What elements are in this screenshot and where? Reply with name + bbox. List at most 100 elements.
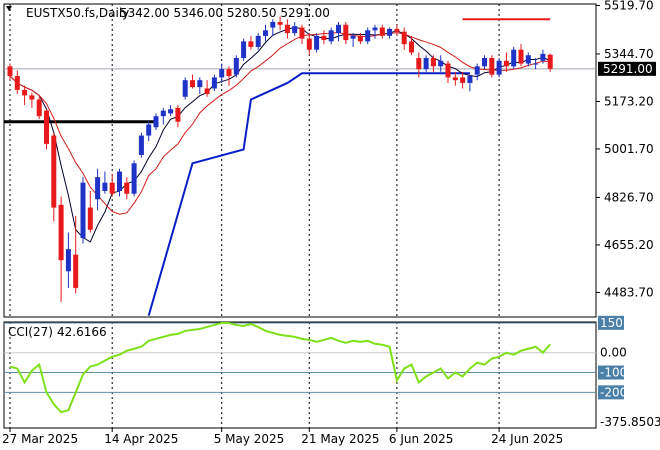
x-tick-label: 14 Apr 2025 [104, 432, 178, 446]
candle [263, 24, 268, 42]
candle [365, 27, 371, 45]
candle [321, 30, 327, 45]
candle-body [160, 110, 166, 117]
candle-body [65, 249, 71, 272]
candle [350, 33, 356, 47]
candle-body [328, 30, 334, 42]
candle [117, 168, 122, 197]
candle-body [357, 35, 363, 42]
candle [80, 177, 86, 244]
candle-body [80, 182, 86, 239]
candle-body [73, 254, 79, 288]
candle-body [365, 30, 371, 42]
candle [197, 77, 203, 95]
candle [496, 58, 502, 78]
candle [292, 22, 298, 36]
candle [416, 52, 422, 78]
candle-body [284, 24, 290, 34]
candle-body [533, 63, 539, 65]
candle-body [219, 69, 225, 78]
candle [95, 168, 101, 211]
candle-body [263, 30, 268, 36]
candle [445, 60, 451, 83]
indicator-panel: CCI(27) 42.6166 150.859 0.00 -100 -200 -375.… [3, 315, 660, 429]
candle-body [168, 109, 174, 114]
candle-body [423, 58, 429, 70]
candle-body [22, 89, 28, 96]
candle-body [51, 135, 57, 208]
candle-body [292, 26, 298, 34]
candle-body [87, 207, 93, 230]
candle [299, 24, 305, 45]
candle [58, 196, 64, 302]
candle-body [474, 66, 480, 75]
candle-body [430, 58, 436, 67]
candle [248, 35, 254, 50]
candle-body [14, 76, 20, 90]
candle [460, 71, 466, 89]
candle-body [255, 35, 261, 47]
candle-body [503, 60, 509, 67]
trend-line [147, 72, 470, 316]
y-tick-label: 5344.70 [604, 47, 654, 61]
cci-level-box [598, 385, 624, 400]
candle [153, 113, 159, 131]
candle-body [409, 41, 414, 53]
candle [540, 49, 546, 64]
candle [372, 24, 378, 39]
candle-body [401, 31, 407, 45]
cci-tick-label: -200 [600, 385, 627, 399]
chart-header-symbol: EUSTX50.fs,Daily [26, 6, 129, 20]
candle [65, 232, 71, 288]
candle-body [379, 27, 385, 36]
candle-body [7, 66, 13, 77]
candle [284, 19, 290, 39]
candle [343, 22, 349, 45]
candle-body [233, 58, 239, 75]
candle [160, 107, 166, 125]
candle-body [489, 58, 495, 75]
candle [204, 80, 210, 97]
candle-body [124, 182, 130, 194]
price-panel: 5519.70 5344.70 5173.20 5001.70 4826.70 4655.… [3, 0, 656, 318]
candle [409, 35, 414, 56]
candle [131, 160, 137, 197]
candle [306, 33, 312, 56]
candle-body [496, 60, 502, 75]
cci-tick-label: -100 [600, 366, 627, 380]
candle [211, 74, 217, 92]
candle-body [482, 58, 487, 67]
candle-body [343, 24, 349, 41]
candle [438, 55, 444, 72]
candle [482, 55, 487, 70]
candle-body [518, 49, 524, 64]
candle [138, 132, 144, 158]
indicator-name: CCI(27) [8, 325, 53, 339]
candle [314, 33, 320, 53]
candle-body [372, 27, 378, 31]
candle-body [540, 53, 546, 61]
candle [328, 27, 334, 45]
candle [503, 52, 509, 72]
candle [44, 109, 49, 150]
candle [51, 132, 57, 222]
cci-level-box [598, 315, 624, 330]
y-tick-label: 4483.70 [604, 285, 654, 299]
candle-body [277, 22, 283, 25]
candle [474, 63, 480, 81]
collapse-icon[interactable] [6, 6, 12, 11]
candle-body [58, 204, 64, 261]
candle [124, 177, 130, 200]
candle-body [175, 107, 181, 122]
cci-level-box [598, 365, 624, 380]
candle-body [306, 38, 312, 50]
candle [511, 46, 517, 70]
candle-body [29, 95, 35, 100]
candle [146, 121, 152, 142]
y-tick-label: 5001.70 [604, 142, 654, 156]
candle [430, 55, 436, 72]
candle [14, 70, 20, 95]
candle [182, 77, 188, 100]
candle [270, 19, 276, 36]
candle [29, 92, 35, 108]
